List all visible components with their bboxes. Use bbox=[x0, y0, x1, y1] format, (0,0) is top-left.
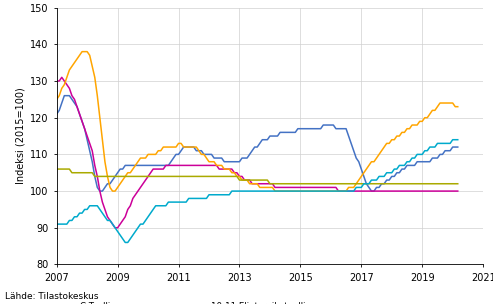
C Teollisuus bbox=[61, 94, 67, 98]
Text: Lähde: Tilastokeskus: Lähde: Tilastokeskus bbox=[5, 292, 99, 301]
10-11 Elintarviketeollisuus bbox=[166, 174, 172, 178]
24-30_33 Metalliteollisuus bbox=[315, 189, 321, 193]
10-11 Elintarviketeollisuus bbox=[267, 182, 273, 185]
19-22 Kemianteollisuus bbox=[313, 189, 318, 193]
24-30_33 Metalliteollisuus bbox=[188, 145, 194, 149]
10-11 Elintarviketeollisuus bbox=[183, 174, 189, 178]
19-22 Kemianteollisuus bbox=[122, 241, 128, 244]
Line: C Teollisuus: C Teollisuus bbox=[57, 96, 458, 191]
16-17 Metsäteollisuus bbox=[455, 189, 461, 193]
19-22 Kemianteollisuus bbox=[186, 197, 192, 200]
16-17 Metsäteollisuus bbox=[351, 189, 356, 193]
C Teollisuus bbox=[219, 156, 225, 160]
C Teollisuus bbox=[351, 149, 356, 153]
C Teollisuus bbox=[188, 145, 194, 149]
Line: 19-22 Kemianteollisuus: 19-22 Kemianteollisuus bbox=[57, 140, 458, 243]
Legend: C Teollisuus, 19-22 Kemianteollisuus, 16-17 Metsäteollisuus, 10-11 Elintarvikete: C Teollisuus, 19-22 Kemianteollisuus, 16… bbox=[57, 302, 325, 304]
16-17 Metsäteollisuus bbox=[171, 164, 176, 167]
16-17 Metsäteollisuus bbox=[112, 226, 118, 230]
19-22 Kemianteollisuus bbox=[394, 167, 400, 171]
C Teollisuus bbox=[396, 171, 402, 174]
24-30_33 Metalliteollisuus bbox=[455, 105, 461, 109]
19-22 Kemianteollisuus bbox=[348, 189, 354, 193]
19-22 Kemianteollisuus bbox=[455, 138, 461, 142]
10-11 Elintarviketeollisuus bbox=[313, 182, 318, 185]
Line: 24-30_33 Metalliteollisuus: 24-30_33 Metalliteollisuus bbox=[57, 52, 458, 191]
16-17 Metsäteollisuus bbox=[315, 185, 321, 189]
10-11 Elintarviketeollisuus bbox=[54, 167, 60, 171]
16-17 Metsäteollisuus bbox=[188, 164, 194, 167]
C Teollisuus bbox=[455, 145, 461, 149]
24-30_33 Metalliteollisuus bbox=[54, 98, 60, 101]
10-11 Elintarviketeollisuus bbox=[455, 182, 461, 185]
19-22 Kemianteollisuus bbox=[168, 200, 174, 204]
24-30_33 Metalliteollisuus bbox=[219, 164, 225, 167]
19-22 Kemianteollisuus bbox=[216, 193, 222, 197]
19-22 Kemianteollisuus bbox=[54, 222, 60, 226]
10-11 Elintarviketeollisuus bbox=[348, 182, 354, 185]
C Teollisuus bbox=[315, 127, 321, 130]
24-30_33 Metalliteollisuus bbox=[171, 145, 176, 149]
24-30_33 Metalliteollisuus bbox=[351, 185, 356, 189]
16-17 Metsäteollisuus bbox=[59, 75, 65, 79]
24-30_33 Metalliteollisuus bbox=[396, 134, 402, 138]
19-22 Kemianteollisuus bbox=[450, 138, 456, 142]
10-11 Elintarviketeollisuus bbox=[213, 174, 219, 178]
16-17 Metsäteollisuus bbox=[219, 167, 225, 171]
Line: 10-11 Elintarviketeollisuus: 10-11 Elintarviketeollisuus bbox=[57, 169, 458, 184]
10-11 Elintarviketeollisuus bbox=[394, 182, 400, 185]
24-30_33 Metalliteollisuus bbox=[109, 189, 115, 193]
16-17 Metsäteollisuus bbox=[396, 189, 402, 193]
Line: 16-17 Metsäteollisuus: 16-17 Metsäteollisuus bbox=[57, 77, 458, 228]
16-17 Metsäteollisuus bbox=[54, 79, 60, 83]
Y-axis label: Indeksi (2015=100): Indeksi (2015=100) bbox=[16, 88, 26, 185]
24-30_33 Metalliteollisuus bbox=[79, 50, 85, 54]
C Teollisuus bbox=[54, 112, 60, 116]
C Teollisuus bbox=[171, 156, 176, 160]
C Teollisuus bbox=[97, 189, 103, 193]
